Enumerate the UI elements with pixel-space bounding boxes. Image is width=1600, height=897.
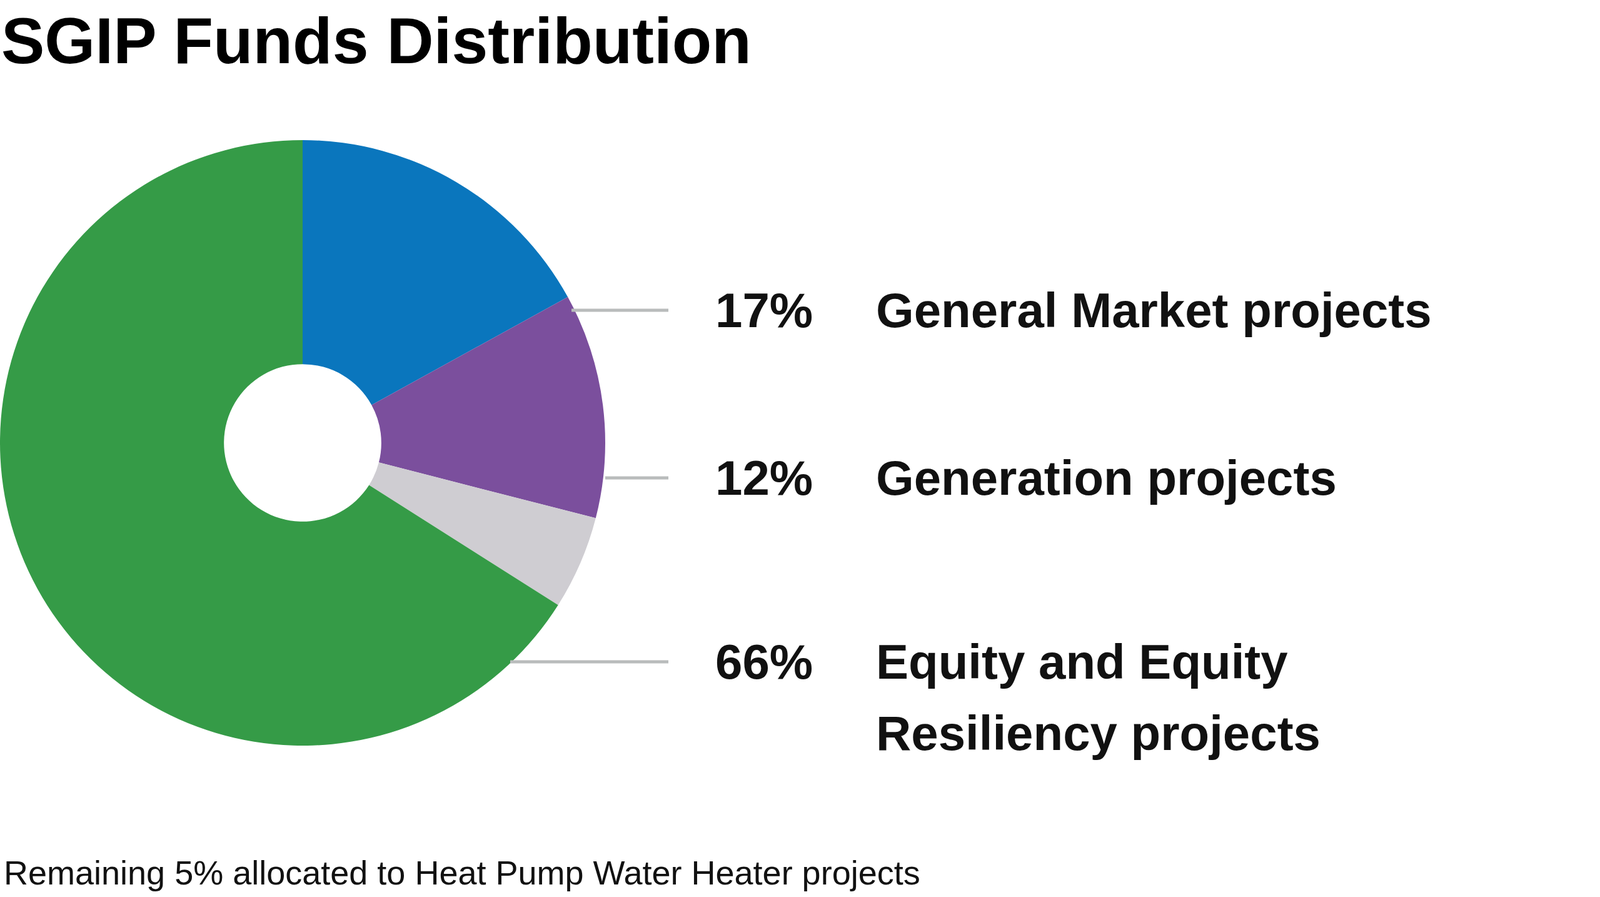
svg-text:Resiliency projects: Resiliency projects	[875, 705, 1321, 761]
svg-text:SGIP Funds Distribution: SGIP Funds Distribution	[1, 4, 752, 77]
svg-text:12%: 12%	[715, 450, 813, 506]
svg-text:17%: 17%	[715, 282, 813, 338]
svg-text:Equity and Equity: Equity and Equity	[875, 633, 1289, 690]
svg-text:Generation projects: Generation projects	[875, 450, 1337, 506]
svg-text:Remaining 5% allocated to Heat: Remaining 5% allocated to Heat Pump Wate…	[3, 853, 921, 891]
svg-text:66%: 66%	[715, 633, 813, 690]
svg-text:General Market projects: General Market projects	[875, 282, 1432, 338]
